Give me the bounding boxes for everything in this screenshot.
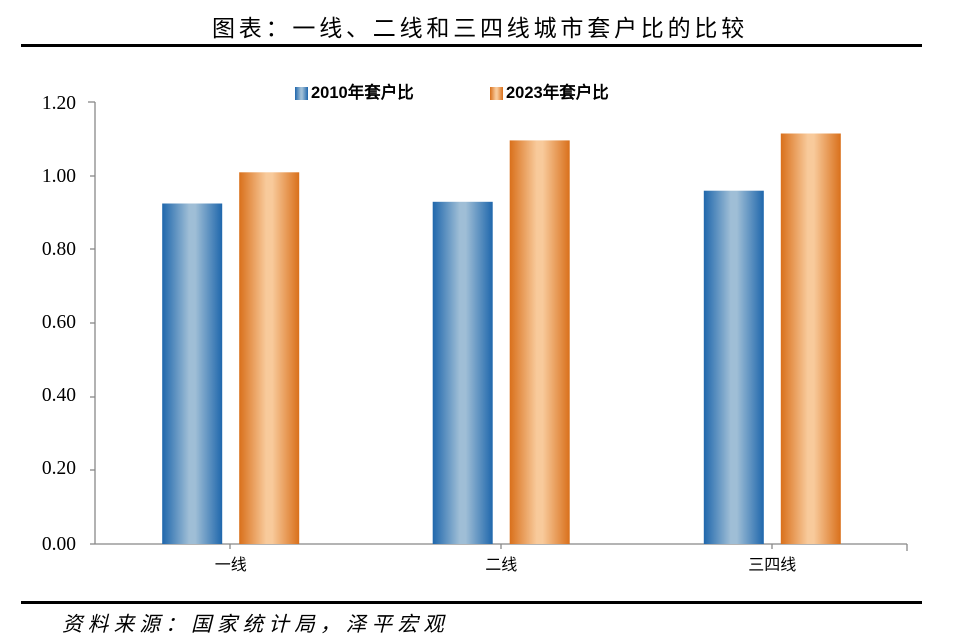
svg-text:1.00: 1.00 bbox=[42, 166, 76, 187]
svg-text:0.60: 0.60 bbox=[42, 312, 76, 333]
svg-text:0.20: 0.20 bbox=[42, 458, 76, 479]
svg-text:0.40: 0.40 bbox=[42, 385, 76, 406]
svg-text:1.20: 1.20 bbox=[42, 93, 76, 114]
svg-text:0.00: 0.00 bbox=[42, 534, 76, 555]
svg-text:2010年套户比: 2010年套户比 bbox=[311, 82, 414, 102]
svg-text:二线: 二线 bbox=[485, 556, 517, 574]
svg-text:2023年套户比: 2023年套户比 bbox=[506, 82, 609, 102]
svg-text:三四线: 三四线 bbox=[748, 556, 796, 574]
svg-text:0.80: 0.80 bbox=[42, 239, 76, 260]
svg-text:一线: 一线 bbox=[215, 556, 247, 574]
